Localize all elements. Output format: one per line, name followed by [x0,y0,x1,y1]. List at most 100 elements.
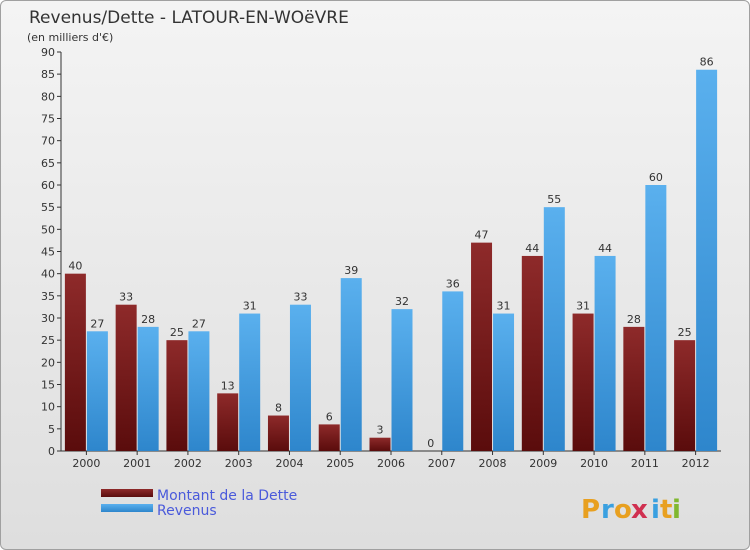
x-tick-label: 2007 [428,457,456,470]
value-label-debt: 40 [68,260,82,273]
y-tick-label: 50 [41,223,55,236]
x-tick-label: 2006 [377,457,405,470]
bar-debt-2003 [217,393,239,451]
value-label-revenus: 28 [141,313,155,326]
logo-letter: t [660,495,672,525]
y-tick-label: 40 [41,268,55,281]
logo-letter: r [601,495,614,525]
logo-letter: o [614,495,632,525]
bar-debt-2008 [471,242,493,451]
x-tick-label: 2010 [580,457,608,470]
value-label-debt: 31 [576,300,590,313]
y-tick-label: 80 [41,90,55,103]
legend: Montant de la Dette Revenus [101,488,297,519]
bar-revenus-2005 [340,278,362,451]
bar-revenus-2012 [696,69,718,451]
legend-label-revenus: Revenus [157,503,217,519]
y-tick-label: 5 [48,423,55,436]
y-tick-label: 35 [41,290,55,303]
axes: 0510152025303540455055606570758085902000… [41,46,721,470]
y-tick-label: 10 [41,401,55,414]
value-label-revenus: 31 [497,300,511,313]
bar-revenus-2006 [391,309,413,451]
bar-debt-2006 [369,437,391,451]
y-tick-label: 70 [41,135,55,148]
y-tick-label: 25 [41,334,55,347]
value-label-debt: 28 [627,313,641,326]
logo-letter: i [672,495,681,525]
logo-letter: P [581,495,600,525]
bar-revenus-2002 [188,331,210,451]
value-label-debt: 13 [221,379,235,392]
x-tick-label: 2011 [631,457,659,470]
logo-letter: x [631,495,648,525]
bar-revenus-2003 [239,313,261,451]
x-tick-label: 2001 [123,457,151,470]
legend-swatch-revenus [101,504,153,512]
bar-revenus-2009 [543,207,565,451]
value-label-revenus: 44 [598,242,612,255]
value-label-revenus: 27 [192,317,206,330]
bar-debt-2002 [166,340,188,451]
chart-subtitle: (en milliers d'€) [27,31,113,44]
value-label-debt: 33 [119,291,133,304]
x-tick-label: 2012 [682,457,710,470]
bar-debt-2001 [115,304,137,451]
y-tick-label: 60 [41,179,55,192]
x-tick-label: 2008 [479,457,507,470]
bars: 40 27 33 28 25 27 13 31 8 33 6 39 3 32 0 36 47 31 44 55 31 44… [64,56,718,451]
value-label-debt: 6 [326,410,333,423]
bar-revenus-2001 [137,326,159,451]
value-label-debt: 0 [427,437,434,450]
y-tick-label: 45 [41,246,55,259]
y-tick-label: 90 [41,46,55,59]
y-tick-label: 65 [41,157,55,170]
value-label-debt: 44 [525,242,539,255]
value-label-debt: 3 [377,424,384,437]
x-tick-label: 2009 [529,457,557,470]
value-label-revenus: 39 [344,264,358,277]
bar-debt-2009 [521,255,543,451]
chart-title: Revenus/Dette - LATOUR-EN-WOëVRE [29,8,349,28]
bar-debt-2011 [623,326,645,451]
x-tick-label: 2005 [326,457,354,470]
bar-revenus-2008 [493,313,515,451]
x-tick-label: 2000 [72,457,100,470]
y-tick-label: 85 [41,68,55,81]
value-label-revenus: 27 [90,317,104,330]
y-tick-label: 15 [41,379,55,392]
y-tick-label: 20 [41,356,55,369]
bar-debt-2005 [318,424,340,451]
x-tick-label: 2004 [275,457,303,470]
legend-label-debt: Montant de la Dette [157,488,297,504]
bar-revenus-2000 [86,331,108,451]
value-label-revenus: 36 [446,277,460,290]
y-tick-label: 75 [41,113,55,126]
x-tick-label: 2003 [225,457,253,470]
value-label-revenus: 60 [649,171,663,184]
value-label-revenus: 32 [395,295,409,308]
legend-swatch-debt [101,489,153,497]
value-label-revenus: 33 [293,291,307,304]
y-tick-label: 0 [48,445,55,458]
y-tick-label: 55 [41,201,55,214]
bar-revenus-2004 [289,304,311,451]
y-tick-label: 30 [41,312,55,325]
bar-debt-2012 [674,340,696,451]
value-label-revenus: 55 [547,193,561,206]
bar-revenus-2010 [594,255,616,451]
x-tick-label: 2002 [174,457,202,470]
bar-revenus-2011 [645,185,667,451]
value-label-debt: 8 [275,402,282,415]
value-label-debt: 25 [678,326,692,339]
logo-letter: i [651,495,660,525]
bar-revenus-2007 [442,291,464,451]
bar-debt-2010 [572,313,594,451]
value-label-revenus: 86 [700,56,714,69]
value-label-revenus: 31 [243,300,257,313]
bar-debt-2000 [64,273,86,451]
value-label-debt: 25 [170,326,184,339]
